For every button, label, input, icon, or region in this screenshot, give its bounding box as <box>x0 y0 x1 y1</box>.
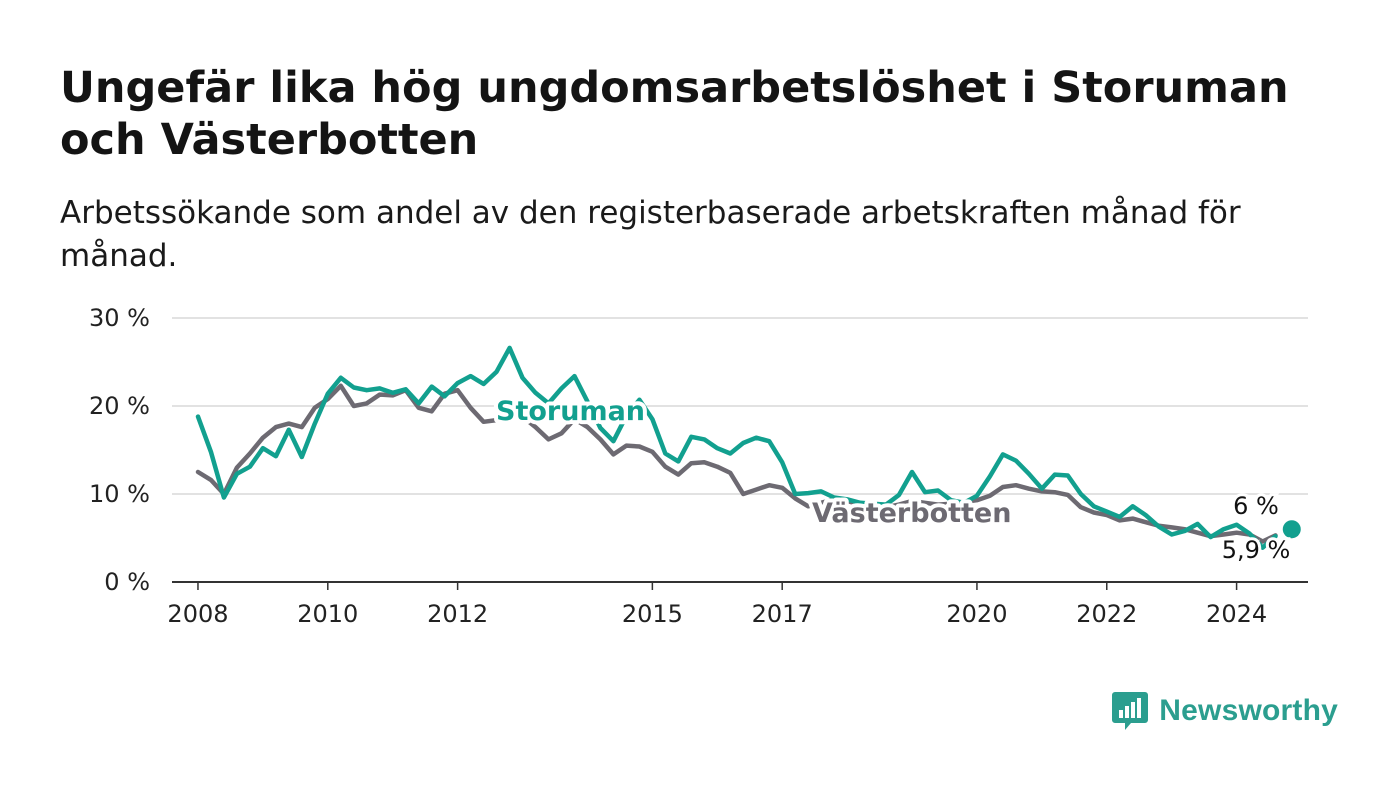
brand-name: Newsworthy <box>1159 694 1338 727</box>
series-lines <box>195 345 1301 550</box>
y-tick-label: 20 % <box>89 392 150 420</box>
x-tick-label: 2012 <box>427 600 488 628</box>
series-line-vsterbotten <box>195 383 1278 544</box>
end-value-storuman: 6 % <box>1233 492 1279 520</box>
x-tick-label: 2024 <box>1206 600 1267 628</box>
y-tick-label: 30 % <box>89 304 150 332</box>
chart-title: Ungefär lika hög ungdomsarbetslöshet i S… <box>60 63 1289 165</box>
x-tick-label: 2017 <box>752 600 813 628</box>
y-tick-label: 10 % <box>89 480 150 508</box>
series-line-storuman <box>195 345 1278 550</box>
x-axis-ticks: 2008 2010 2012 2015 2017 2020 2022 2024 <box>167 582 1267 628</box>
series-label-storuman: Storuman <box>496 396 645 427</box>
x-tick-label: 2010 <box>297 600 358 628</box>
series-labels: Storuman Västerbotten 6 % 5,9 % <box>492 392 1293 567</box>
series-label-vasterbotten: Västerbotten <box>812 498 1011 529</box>
y-tick-label: 0 % <box>104 568 150 596</box>
x-tick-label: 2015 <box>622 600 683 628</box>
grid-lines <box>172 317 1308 583</box>
x-tick-label: 2022 <box>1076 600 1137 628</box>
newsworthy-bars-icon <box>1112 692 1149 730</box>
chart-subtitle: Arbetssökande som andel av den registerb… <box>60 195 1241 274</box>
end-value-vasterbotten: 5,9 % <box>1222 536 1291 564</box>
newsworthy-logo: Newsworthy <box>1111 690 1338 732</box>
end-point-storuman <box>1282 520 1301 539</box>
y-axis-ticks: 0 % 10 % 20 % 30 % <box>89 304 150 596</box>
x-tick-label: 2020 <box>946 600 1007 628</box>
x-tick-label: 2008 <box>167 600 228 628</box>
